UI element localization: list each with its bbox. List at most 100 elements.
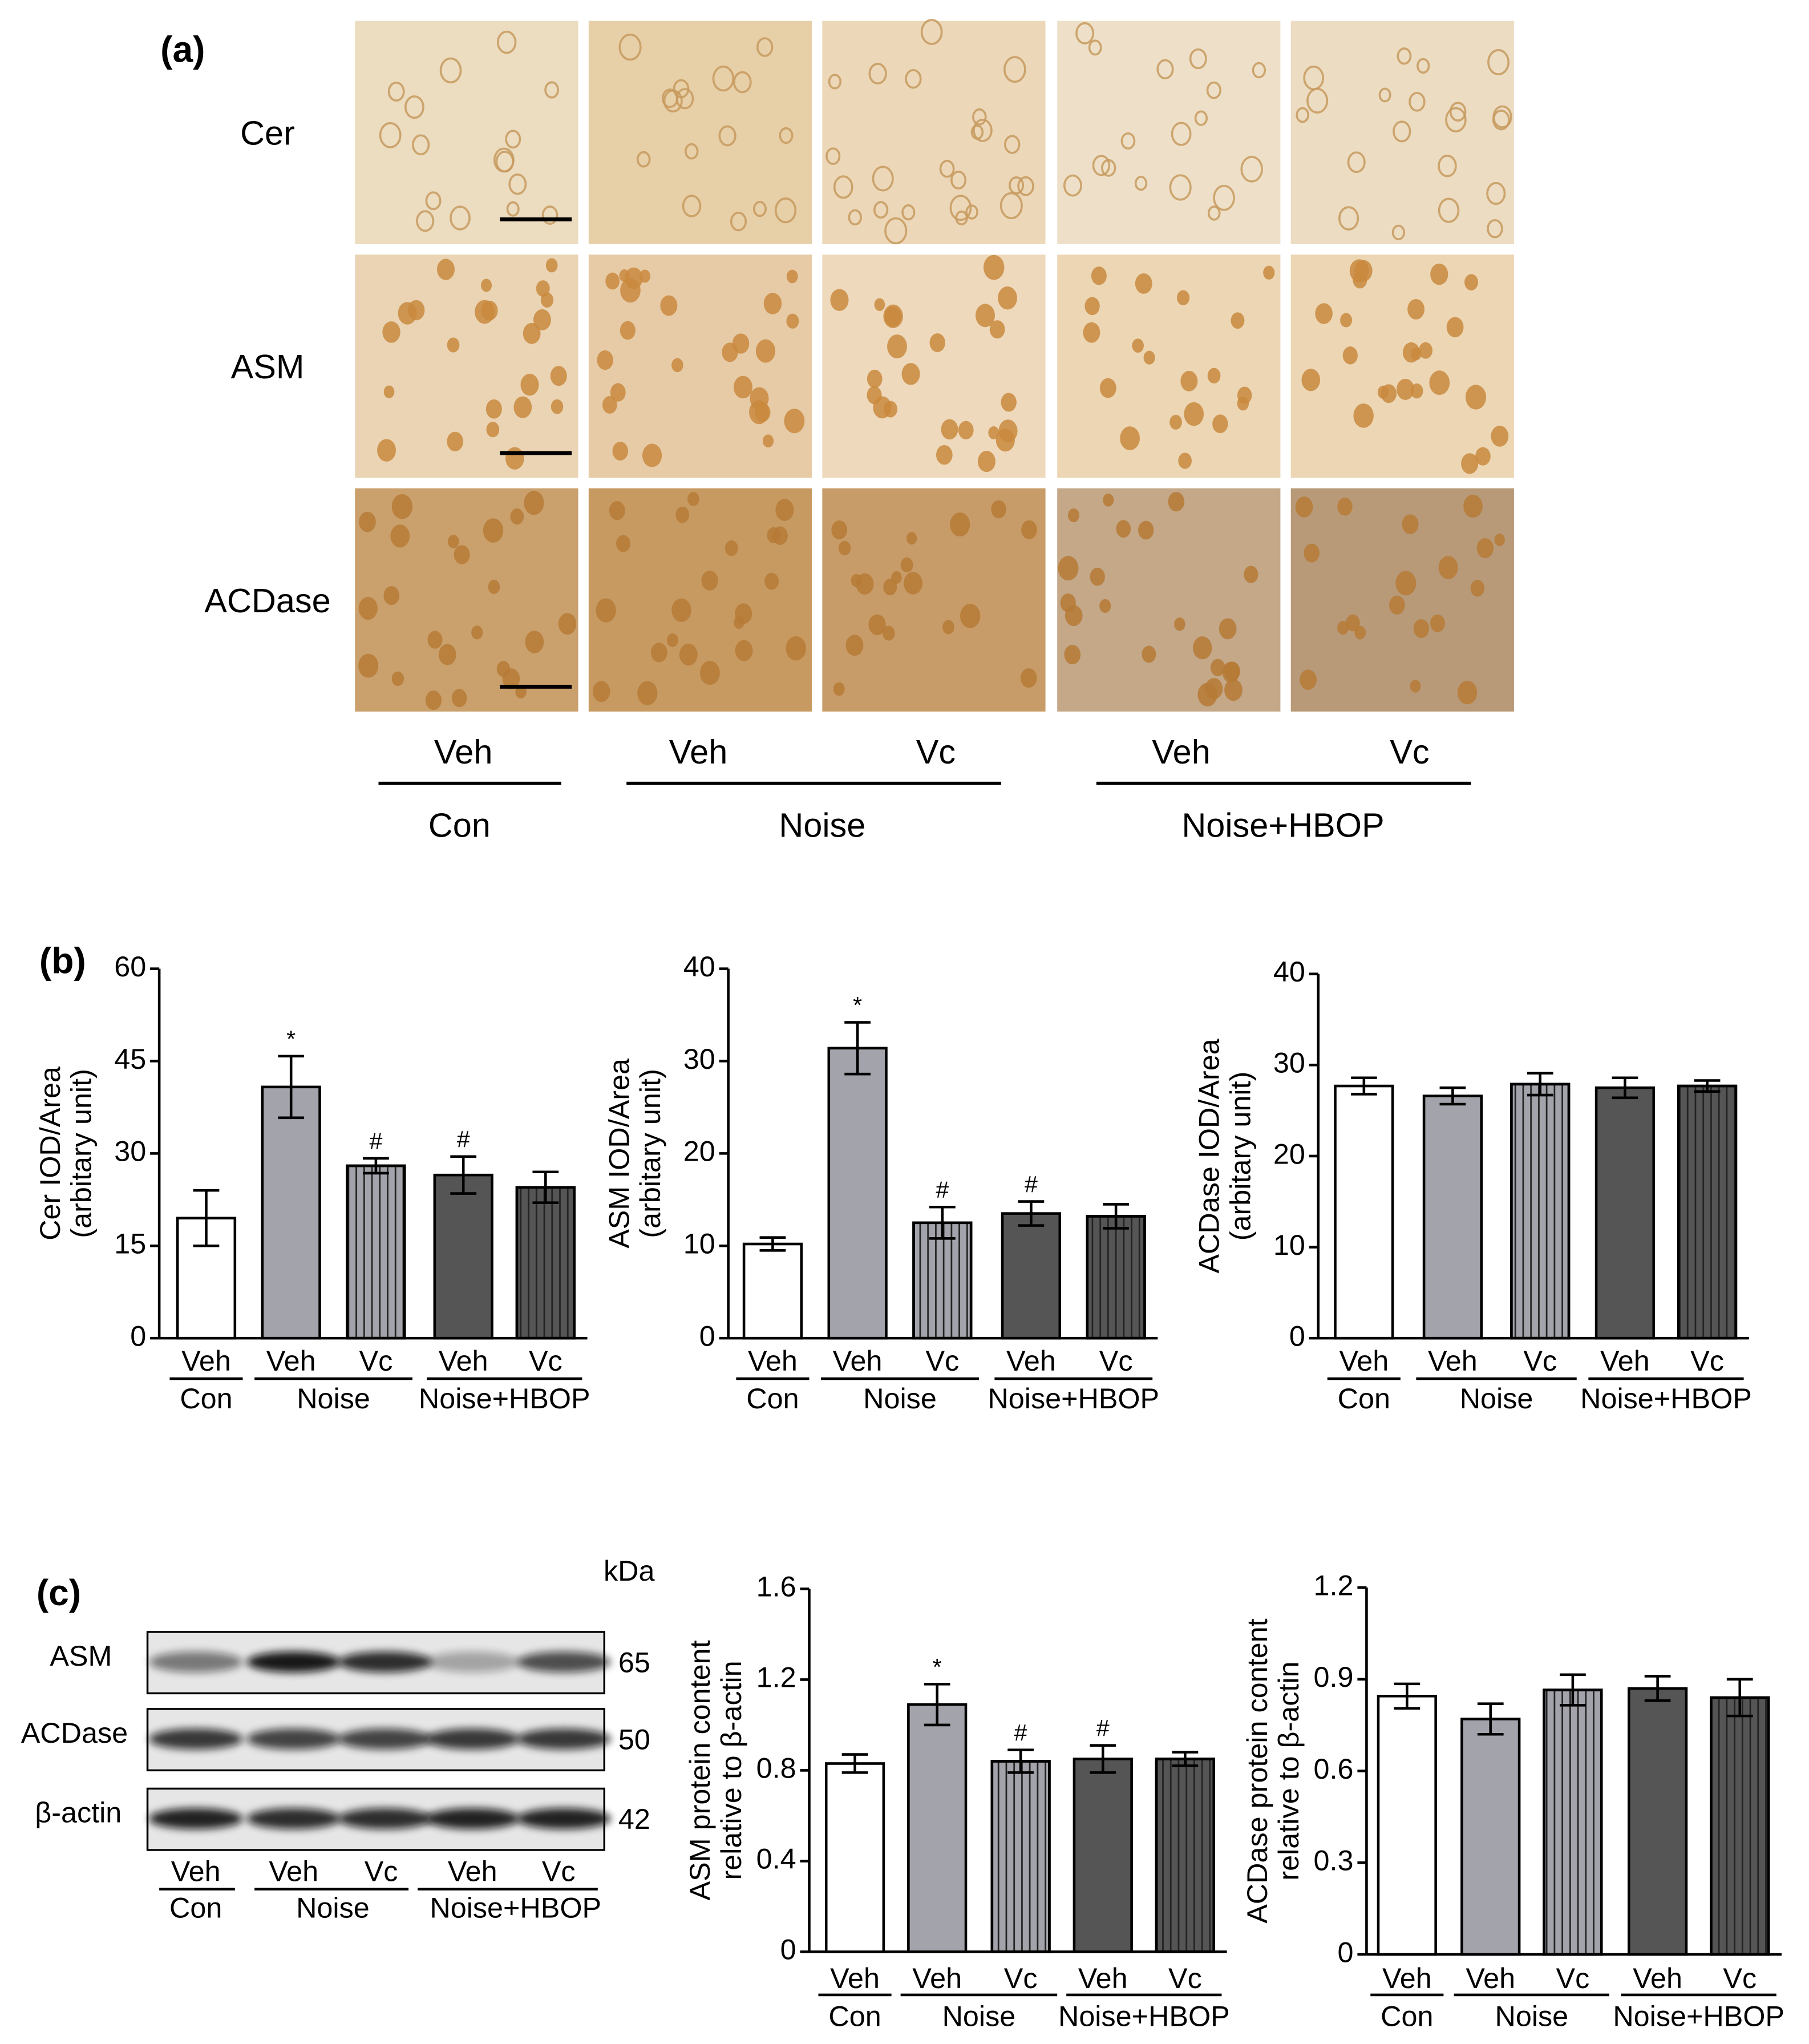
cell [1004, 135, 1021, 154]
group-label: Noise [779, 806, 865, 844]
micrograph [1057, 21, 1281, 244]
cell [1461, 453, 1479, 474]
group-label: Noise [942, 1999, 1016, 2032]
cell [1169, 414, 1182, 430]
cell [831, 520, 847, 540]
cell [1116, 520, 1131, 538]
cell [1417, 58, 1430, 74]
error-bar [1527, 1072, 1553, 1097]
cell [732, 71, 752, 94]
cell [868, 614, 886, 636]
cell [763, 293, 782, 314]
cell [1378, 87, 1391, 103]
bar [742, 1242, 803, 1340]
cell [1438, 197, 1460, 223]
x-tick-label: Veh [1078, 1962, 1128, 1994]
significance-label: * [933, 1654, 942, 1680]
cell [602, 395, 617, 414]
cell [1083, 322, 1100, 343]
micrograph [822, 488, 1046, 712]
cell [425, 690, 442, 710]
cell [1429, 370, 1450, 395]
cell [675, 506, 690, 523]
y-tick-label: 10 [683, 1227, 715, 1260]
bar-hatch [912, 1221, 973, 1340]
x-tick-label: Veh [1600, 1344, 1650, 1377]
x-tick-label: Vc [529, 1344, 562, 1377]
cell [991, 500, 1006, 519]
cell [779, 127, 794, 144]
cell [1058, 556, 1079, 581]
error-bar [193, 1189, 220, 1247]
cell [407, 300, 425, 321]
micrograph [1057, 488, 1281, 712]
cell [1342, 346, 1358, 365]
cell [833, 682, 845, 696]
cell [867, 369, 883, 388]
micrograph [1290, 255, 1514, 478]
cell [637, 681, 658, 705]
band [148, 1651, 243, 1673]
y-tick-label: 15 [114, 1227, 146, 1260]
significance-label: * [286, 1025, 296, 1052]
cell [733, 375, 752, 399]
cell [1446, 317, 1464, 338]
cell [1213, 184, 1235, 211]
y-tick-label: 10 [1273, 1229, 1305, 1261]
cell [1315, 303, 1333, 324]
cell [679, 644, 698, 666]
bar [1377, 1695, 1437, 1956]
cell [673, 79, 690, 99]
cell [505, 130, 521, 149]
cell [838, 540, 851, 556]
band [338, 1728, 432, 1750]
cell [1207, 367, 1221, 383]
cell [513, 396, 532, 418]
cell [998, 286, 1017, 310]
cell [1064, 644, 1081, 665]
cell [756, 37, 774, 57]
band [246, 1808, 341, 1829]
cell [1176, 290, 1190, 306]
y-tick-label: 40 [1273, 955, 1305, 988]
cell [1397, 378, 1415, 400]
x-tick-label: Veh [1382, 1962, 1432, 1994]
y-axis-label: ACDase IOD/Area [1192, 1039, 1225, 1273]
cell [540, 292, 554, 308]
cell [845, 635, 864, 656]
cell [550, 366, 567, 386]
group-label: Noise [296, 1892, 370, 1924]
y-tick-label: 0 [780, 1933, 796, 1966]
bar [261, 1085, 321, 1340]
cell [483, 518, 504, 543]
row-label: ACDase [204, 581, 330, 620]
cell [1252, 62, 1266, 79]
cell [1067, 508, 1080, 523]
cell [387, 81, 405, 102]
cell [754, 403, 771, 422]
cell [541, 205, 559, 225]
group-label: Noise+HBOP [1181, 806, 1384, 844]
cell [1003, 56, 1026, 83]
y-axis-label: (arbitary unit) [1224, 1072, 1256, 1241]
cell [786, 313, 799, 329]
x-tick-label: Veh [439, 1344, 488, 1377]
y-tick-label: 1.2 [1314, 1569, 1354, 1601]
group-label: Noise [1460, 1382, 1533, 1415]
cell [1395, 571, 1417, 596]
bar-hatch [1086, 1215, 1146, 1340]
group-label: Con [746, 1382, 799, 1415]
cell [1092, 155, 1111, 176]
cell [447, 431, 464, 451]
cell [480, 278, 492, 292]
cell [1090, 567, 1105, 586]
cell [1001, 393, 1017, 412]
cell [642, 443, 662, 467]
cell [1240, 156, 1263, 183]
cell [391, 494, 413, 519]
cell [450, 205, 471, 231]
group-label: Noise+HBOP [988, 1382, 1159, 1415]
kda-label: 65 [618, 1646, 650, 1678]
cell [1009, 176, 1025, 195]
